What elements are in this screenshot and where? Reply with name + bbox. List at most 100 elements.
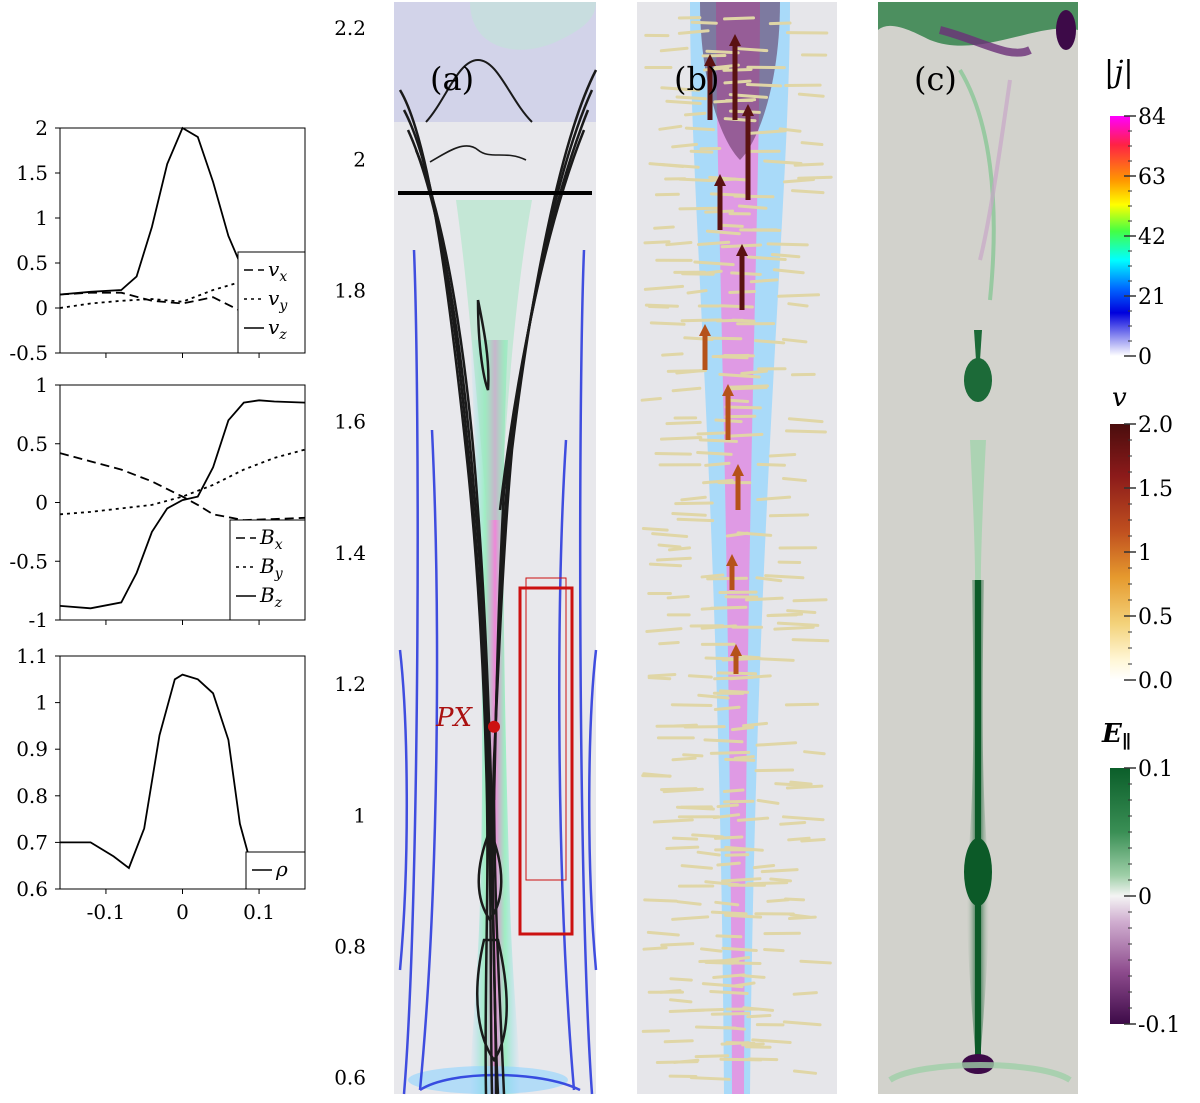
velocity-arrow <box>768 900 788 902</box>
velocity-arrow <box>680 208 718 209</box>
velocity-arrow <box>794 993 816 995</box>
velocity-arrow <box>725 801 753 802</box>
velocity-arrow <box>689 676 711 677</box>
velocity-arrow <box>781 822 805 824</box>
velocity-arrow <box>678 519 713 520</box>
velocity-arrow <box>726 915 761 917</box>
map-y-tick-label: 0.6 <box>334 1066 366 1090</box>
velocity-arrow <box>726 759 754 760</box>
velocity-arrow <box>770 454 794 456</box>
velocity-arrow <box>746 1047 770 1048</box>
velocity-arrow <box>799 94 823 96</box>
velocity-arrow <box>660 643 679 644</box>
velocity-arrow <box>717 320 742 321</box>
velocity-arrow <box>682 320 721 321</box>
velocity-arrow <box>776 784 810 786</box>
y-tick-label: -1 <box>29 608 48 632</box>
velocity-arrow <box>685 113 704 115</box>
velocity-arrow <box>684 755 702 756</box>
colorbar-v: v 2.01.510.50.0 <box>1110 383 1173 694</box>
colorbar-tick-label: 1.5 <box>1138 477 1173 502</box>
panel-a-label: (a) <box>430 60 474 98</box>
y-tick-label: 1 <box>35 206 48 230</box>
velocity-arrow <box>725 18 754 19</box>
y-tick-label: -0.5 <box>9 341 48 365</box>
velocity-arrow <box>770 23 790 24</box>
colorbar-v-title: v <box>1112 383 1127 413</box>
velocity-arrow <box>748 883 787 884</box>
velocity-arrow <box>643 1031 668 1032</box>
colorbar-tick-label: 0.1 <box>1138 757 1173 782</box>
velocity-arrow <box>705 740 742 742</box>
velocity-arrow <box>735 757 753 759</box>
x-tick-label: 0 <box>176 900 189 924</box>
velocity-arrow <box>711 991 747 993</box>
velocity-arrow <box>717 936 741 937</box>
velocity-arrow <box>718 805 737 807</box>
velocity-arrow <box>786 704 817 705</box>
velocity-arrow <box>713 355 748 356</box>
velocity-arrow <box>793 640 828 641</box>
colorbar-tick-label: 1 <box>1138 541 1152 566</box>
velocity-arrow <box>675 725 696 726</box>
velocity-arrow <box>712 912 746 914</box>
y-tick-label: 0.5 <box>16 432 48 456</box>
velocity-arrow <box>708 578 747 579</box>
velocity-arrow <box>726 407 760 408</box>
map-y-tick-label: 1.4 <box>334 541 366 565</box>
velocity-arrow <box>711 752 748 753</box>
map-y-tick-label: 1.6 <box>334 410 366 434</box>
velocity-arrow <box>766 576 803 578</box>
velocity-arrow <box>724 790 743 792</box>
velocity-arrow <box>671 1000 691 1002</box>
velocity-arrow <box>700 440 736 442</box>
colorbar-tick-label: 0.5 <box>1138 605 1173 630</box>
velocity-arrow <box>661 438 700 440</box>
colorbar-tick-label: 84 <box>1138 105 1166 130</box>
colorbar-tick-label: 2.0 <box>1138 413 1173 438</box>
velocity-arrow <box>686 128 713 130</box>
legend-label: ρ <box>275 857 288 881</box>
x-tick-label: 0.1 <box>243 900 275 924</box>
colorbar-tick-label: -0.1 <box>1138 1013 1180 1038</box>
velocity-arrow <box>661 991 680 993</box>
velocity-arrow <box>743 976 764 978</box>
velocity-arrow <box>770 515 807 516</box>
velocity-arrow <box>646 305 677 306</box>
map-y-tick-label: 1.2 <box>334 672 366 696</box>
velocity-arrow <box>665 1041 692 1042</box>
velocity-arrow <box>643 528 667 530</box>
velocity-arrow <box>673 838 696 839</box>
velocity-arrow <box>677 807 713 809</box>
velocity-arrow <box>706 463 729 465</box>
velocity-arrow <box>720 225 743 226</box>
velocity-arrow <box>725 119 755 121</box>
colorbar-e-title: E <box>1101 719 1123 749</box>
velocity-arrow <box>667 847 698 848</box>
velocity-arrow <box>771 879 791 881</box>
velocity-arrow <box>685 338 712 340</box>
velocity-arrow <box>747 598 783 600</box>
velocity-arrow <box>762 870 797 872</box>
y-tick-label: 0.8 <box>16 784 48 808</box>
velocity-arrow <box>662 944 693 945</box>
velocity-arrow <box>671 979 691 980</box>
map-panel-c: (c) <box>878 2 1078 1094</box>
velocity-arrow <box>691 1078 729 1080</box>
panel-b-label: (b) <box>674 60 719 98</box>
velocity-arrow <box>655 227 674 228</box>
velocity-arrow <box>802 839 824 841</box>
velocity-arrow <box>672 705 711 706</box>
velocity-arrow <box>743 1044 764 1045</box>
velocity-arrow <box>768 614 802 615</box>
velocity-arrow <box>683 274 714 275</box>
velocity-arrow <box>760 659 793 661</box>
svg-text:E∥: E∥ <box>1101 719 1131 753</box>
velocity-arrow <box>702 575 723 577</box>
velocity-arrow <box>741 656 760 657</box>
map-y-axis: 2.221.81.61.41.210.80.6 <box>334 16 366 1089</box>
velocity-arrow <box>758 464 784 465</box>
map-y-tick-label: 2.2 <box>334 16 366 40</box>
